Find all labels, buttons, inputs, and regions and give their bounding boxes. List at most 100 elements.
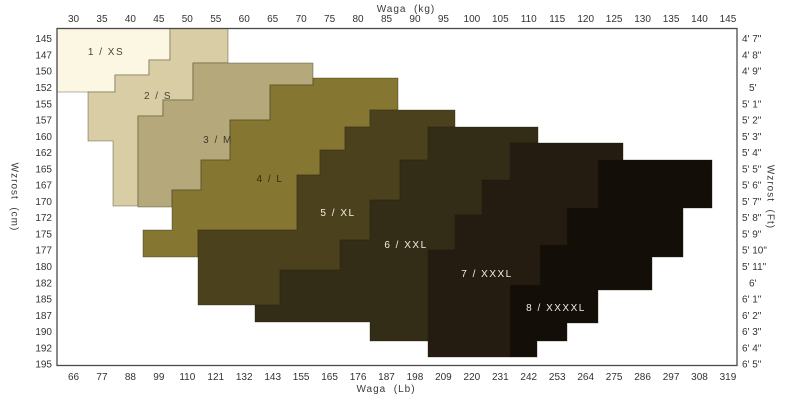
ft-tick-label: 5' 11" [742,262,767,273]
lb-tick-label: 198 [407,372,424,383]
lb-tick-label: 209 [435,372,452,383]
chart-frame [56,27,738,367]
size-region-label-xxxl: 7 / XXXL [461,269,512,280]
ft-tick-label: 5' 10" [742,246,767,257]
ft-tick-label: 5' 7" [742,197,762,208]
size-region-label-xxxxl: 8 / XXXXL [526,303,586,314]
size-region-label-m: 3 / M [203,135,233,146]
kg-tick-label: 145 [720,14,737,25]
kg-tick-label: 75 [324,14,336,25]
lb-tick-label: 187 [378,372,395,383]
kg-tick-label: 85 [381,14,393,25]
cm-tick-label: 195 [35,360,52,371]
kg-tick-label: 50 [182,14,194,25]
lb-tick-label: 88 [125,372,137,383]
kg-tick-label: 60 [239,14,251,25]
ft-tick-label: 5' 4" [742,148,762,159]
lb-tick-label: 286 [634,372,651,383]
ft-tick-label: 5' 3" [742,132,762,143]
lb-tick-label: 297 [663,372,680,383]
kg-tick-label: 125 [606,14,623,25]
cm-tick-label: 150 [35,67,52,78]
cm-tick-label: 152 [35,83,52,94]
ft-tick-label: 6' 4" [742,343,762,354]
lb-tick-label: 165 [321,372,338,383]
axis-title-height-cm: Wzrost (cm) [8,162,20,232]
cm-tick-label: 192 [35,343,52,354]
cm-tick-label: 172 [35,213,52,224]
kg-tick-label: 30 [68,14,80,25]
lb-tick-label: 253 [549,372,566,383]
cm-tick-label: 165 [35,164,52,175]
kg-tick-label: 70 [296,14,308,25]
cm-tick-label: 170 [35,197,52,208]
cm-tick-label: 155 [35,99,52,110]
size-region-label-s: 2 / S [144,91,172,102]
ft-tick-label: 5' [749,83,757,94]
lb-tick-label: 220 [464,372,481,383]
lb-tick-label: 264 [577,372,594,383]
lb-tick-label: 121 [207,372,224,383]
axis-title-weight-kg: Waga (kg) [376,4,436,15]
kg-tick-label: 90 [409,14,421,25]
cm-tick-label: 167 [35,181,52,192]
kg-tick-label: 115 [549,14,565,25]
lb-tick-label: 132 [236,372,253,383]
ft-tick-label: 5' 5" [742,164,762,175]
ft-tick-label: 6' 2" [742,311,762,322]
lb-tick-label: 155 [293,372,310,383]
kg-tick-label: 100 [464,14,481,25]
size-region-label-xxl: 6 / XXL [384,240,427,251]
ft-tick-label: 6' 1" [742,295,762,306]
kg-tick-label: 120 [577,14,594,25]
size-region-label-xs: 1 / XS [88,47,124,58]
ft-tick-label: 4' 9" [742,67,762,78]
cm-tick-label: 175 [35,229,52,240]
axis-title-height-ft: Wzrost (Ft) [764,164,776,230]
cm-tick-label: 185 [35,295,52,306]
cm-tick-label: 182 [35,278,52,289]
lb-tick-label: 110 [179,372,195,383]
size-region-xxxxl [509,159,713,358]
ft-tick-label: 6' 3" [742,327,762,338]
kg-tick-label: 140 [691,14,708,25]
lb-tick-label: 319 [720,372,737,383]
cm-tick-label: 160 [35,132,52,143]
lb-tick-label: 308 [691,372,708,383]
cm-tick-label: 145 [35,34,52,45]
lb-tick-label: 231 [492,372,509,383]
lb-tick-label: 77 [96,372,108,383]
lb-tick-label: 275 [606,372,623,383]
lb-tick-label: 143 [264,372,281,383]
kg-tick-label: 105 [492,14,509,25]
axis-title-weight-lb: Waga (Lb) [356,384,416,395]
ft-tick-label: 5' 8" [742,213,762,224]
kg-tick-label: 40 [125,14,137,25]
ft-tick-label: 4' 7" [742,34,762,45]
lb-tick-label: 99 [153,372,165,383]
cm-tick-label: 157 [35,116,52,127]
ft-tick-label: 6' [749,278,757,289]
kg-tick-label: 95 [438,14,450,25]
size-region-label-l: 4 / L [257,174,284,185]
lb-tick-label: 176 [350,372,367,383]
kg-tick-label: 35 [96,14,108,25]
kg-tick-label: 130 [634,14,651,25]
kg-tick-label: 135 [663,14,680,25]
lb-tick-label: 66 [68,372,80,383]
ft-tick-label: 5' 1" [742,99,762,110]
ft-tick-label: 4' 8" [742,50,762,61]
kg-tick-label: 110 [521,14,537,25]
cm-tick-label: 147 [35,50,52,61]
lb-tick-label: 242 [520,372,537,383]
size-region-label-xl: 5 / XL [320,208,355,219]
kg-tick-label: 55 [210,14,222,25]
ft-tick-label: 6' 5" [742,360,762,371]
kg-tick-label: 65 [267,14,279,25]
ft-tick-label: 5' 2" [742,116,762,127]
cm-tick-label: 177 [35,246,52,257]
cm-tick-label: 187 [35,311,52,322]
ft-tick-label: 5' 9" [742,229,762,240]
